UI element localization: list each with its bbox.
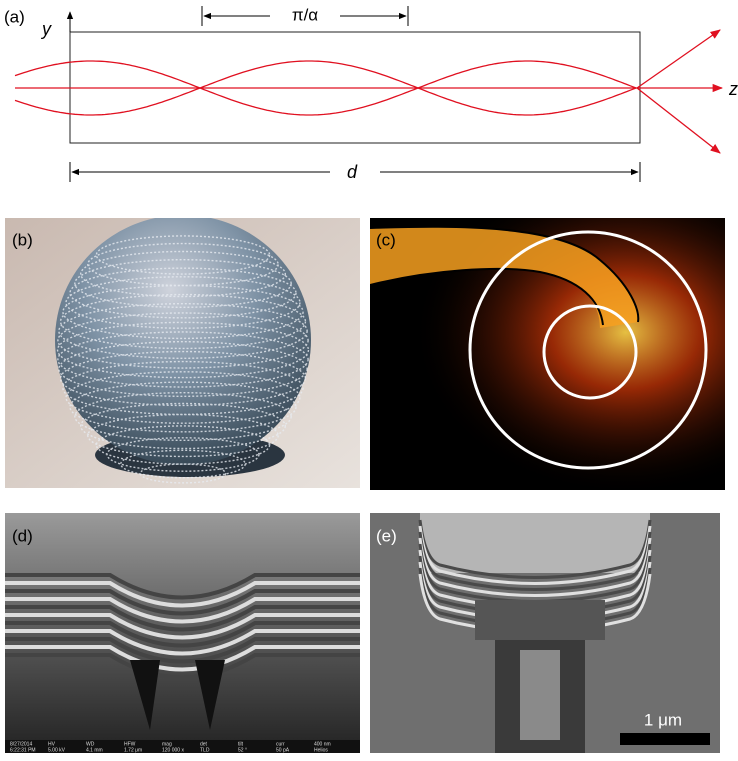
info-text: 4.1 mm bbox=[86, 747, 103, 753]
beam-out bbox=[637, 30, 720, 88]
panel-c: (c) bbox=[370, 218, 725, 490]
panel-label: (b) bbox=[12, 230, 33, 249]
panel-label: (d) bbox=[12, 526, 33, 545]
info-text: 5.00 kV bbox=[48, 747, 66, 753]
info-text: 120 000 x bbox=[162, 747, 184, 753]
panel-b: (b) bbox=[5, 215, 360, 488]
period-label: π/α bbox=[292, 5, 318, 24]
info-text: 6:22:31 PM bbox=[10, 747, 36, 753]
figure: (a) y z π/α d (b) (c) 8/27/20146:22:31 P… bbox=[0, 0, 738, 756]
length-label: d bbox=[347, 162, 358, 182]
info-text: 50 pA bbox=[276, 747, 290, 753]
scale-bar-label: 1 μm bbox=[644, 710, 682, 729]
info-text: TLD bbox=[200, 747, 210, 753]
info-text: 1.72 μm bbox=[124, 747, 142, 753]
panel-label: (c) bbox=[376, 230, 396, 249]
panel-e: (e) 1 μm bbox=[370, 513, 720, 755]
panel-label: (e) bbox=[376, 526, 397, 545]
info-text: Helios bbox=[314, 747, 328, 753]
info-text: 52 ° bbox=[238, 747, 247, 753]
beam-out bbox=[637, 88, 720, 153]
panel-a: (a) y z π/α d bbox=[4, 5, 738, 182]
panel-label: (a) bbox=[4, 7, 25, 26]
axis-label: y bbox=[40, 19, 52, 39]
sphere bbox=[55, 215, 311, 465]
axis-label: z bbox=[728, 79, 738, 99]
